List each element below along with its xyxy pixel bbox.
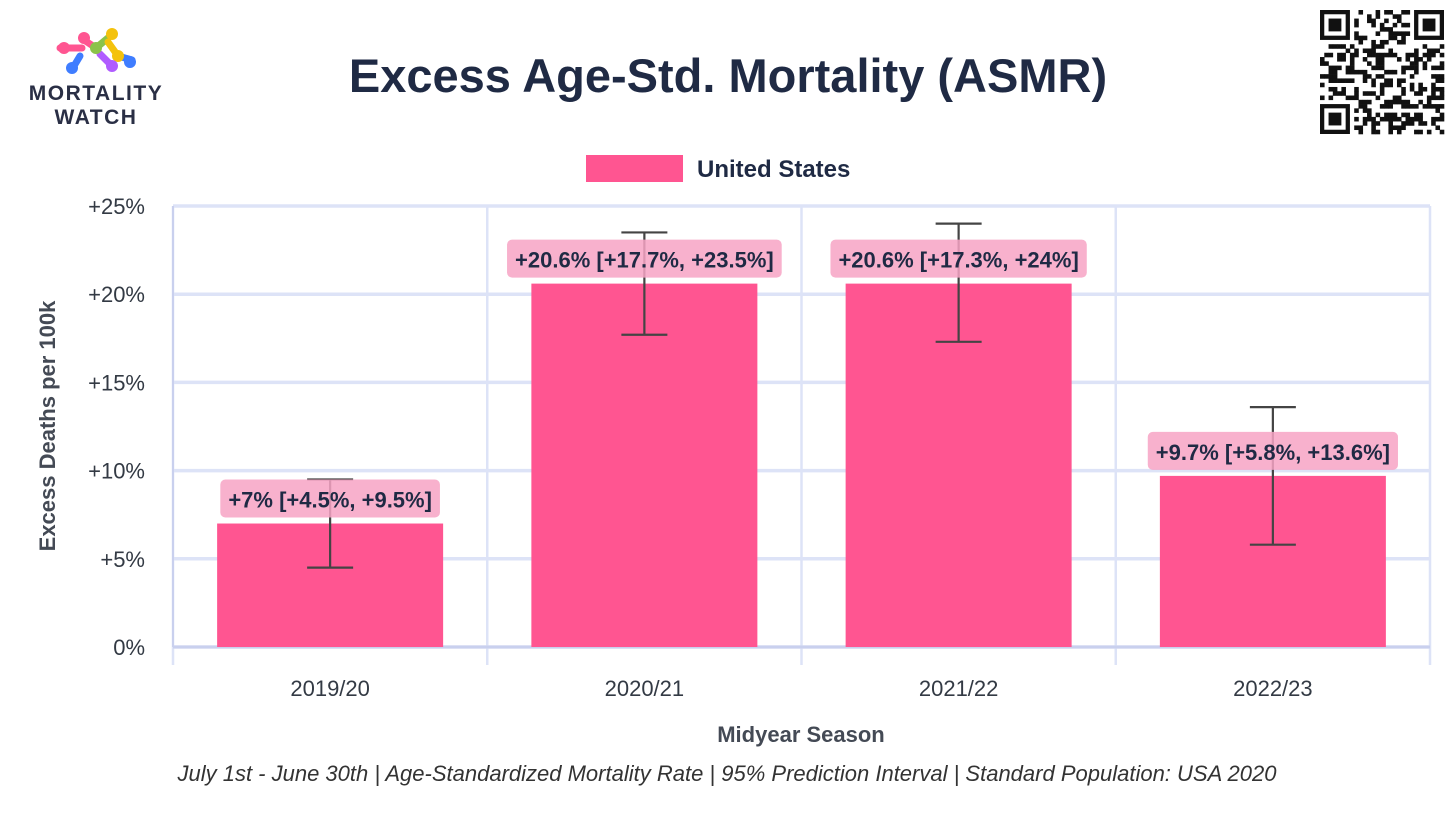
data-label-text: +7% [+4.5%, +9.5%] (228, 488, 432, 513)
logo-text-line2: WATCH (55, 106, 138, 129)
error-bar (1249, 405, 1296, 546)
legend-swatch (586, 155, 683, 182)
x-axis-ticks: 2019/20 2020/21 2021/22 2022/23 (290, 676, 1312, 701)
logo-text-line1: MORTALITY (29, 82, 163, 105)
x-axis-title: Midyear Season (717, 722, 885, 747)
data-label-bg (1147, 431, 1398, 470)
data-label: +7% [+4.5%, +9.5%] (220, 479, 440, 518)
bar[interactable] (531, 283, 758, 647)
logo-mark-icon (56, 28, 136, 74)
y-tick-label: +20% (88, 282, 145, 307)
y-tick-label: 0% (113, 635, 145, 660)
data-label-text: +9.7% [+5.8%, +13.6%] (1156, 440, 1390, 465)
y-tick-label: +10% (88, 459, 145, 484)
data-label-bg (830, 239, 1087, 278)
x-tick-label: 2020/21 (605, 676, 685, 701)
y-axis-title: Excess Deaths per 100k (35, 300, 60, 551)
y-tick-label: +15% (88, 370, 145, 395)
data-labels: +7% [+4.5%, +9.5%] +20.6% [+17.7%, +23.5%… (220, 239, 1398, 518)
mortality-watch-logo: MORTALITY WATCH (29, 28, 163, 129)
data-label-bg (220, 479, 440, 518)
legend[interactable]: United States (586, 155, 850, 183)
data-label: +9.7% [+5.8%, +13.6%] (1147, 431, 1398, 470)
footnote: July 1st - June 30th | Age-Standardized … (176, 761, 1277, 786)
y-tick-label: +25% (88, 194, 145, 219)
data-label-text: +20.6% [+17.7%, +23.5%] (515, 248, 774, 273)
y-axis-ticks: 0% +5% +10% +15% +20% +25% (88, 194, 145, 660)
x-tick-label: 2022/23 (1233, 676, 1313, 701)
y-tick-label: +5% (100, 547, 145, 572)
data-label: +20.6% [+17.7%, +23.5%] (507, 239, 782, 278)
qr-code-icon (1320, 10, 1445, 135)
x-tick-label: 2019/20 (290, 676, 370, 701)
data-label: +20.6% [+17.3%, +24%] (830, 239, 1087, 278)
x-tick-label: 2021/22 (919, 676, 999, 701)
legend-label: United States (697, 156, 850, 183)
data-label-bg (507, 239, 782, 278)
data-label-text: +20.6% [+17.3%, +24%] (838, 248, 1078, 273)
chart-title: Excess Age-Std. Mortality (ASMR) (349, 49, 1107, 102)
bar[interactable] (845, 283, 1072, 647)
